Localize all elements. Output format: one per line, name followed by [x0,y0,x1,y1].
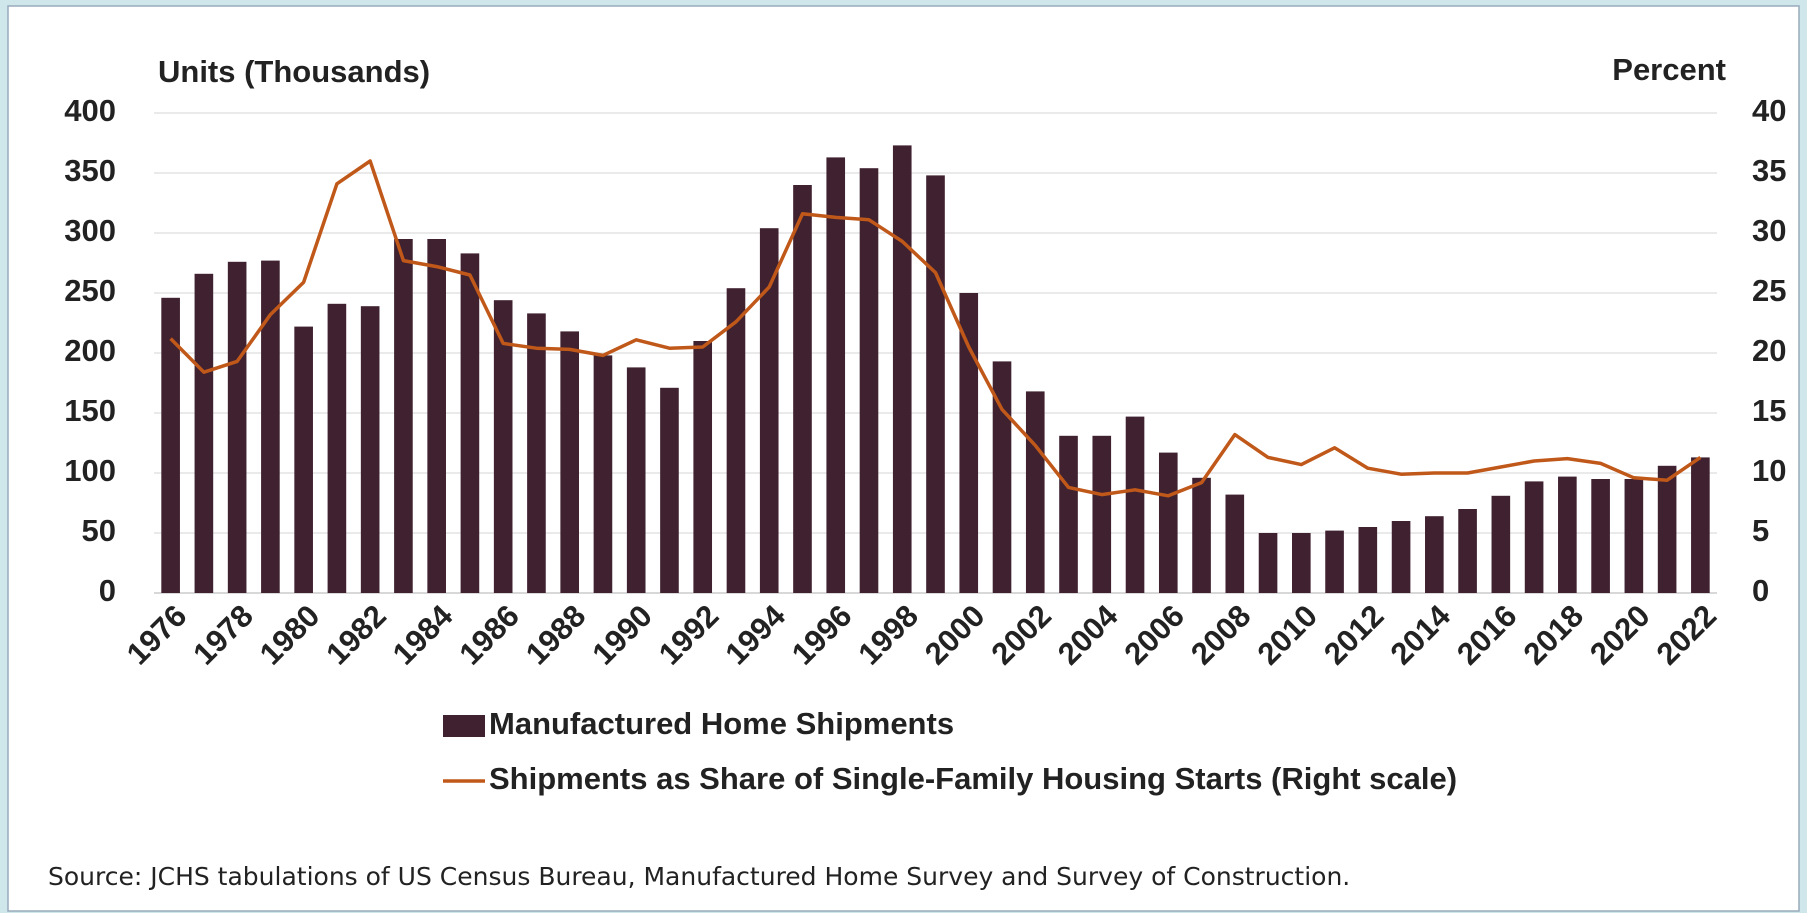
bar [227,261,247,593]
y2-axis-title: Percent [1612,52,1726,87]
legend-label: Manufactured Home Shipments [489,706,954,741]
y-tick-label: 200 [64,333,116,368]
y2-tick-label: 20 [1752,333,1786,368]
bar [460,253,480,593]
bar [194,273,214,593]
legend-swatch [443,715,485,737]
bar [892,145,912,593]
bar [527,313,546,593]
source-note: Source: JCHS tabulations of US Census Bu… [48,862,1350,891]
y2-tick-label: 10 [1752,453,1786,488]
y-tick-label: 50 [82,513,116,548]
y-axis-title: Units (Thousands) [158,54,430,89]
bar [1025,391,1045,593]
bar [294,326,313,593]
bar [593,355,613,593]
y2-tick-label: 25 [1752,273,1786,308]
y-tick-label: 300 [64,213,116,248]
bar [1558,476,1577,593]
bar [161,297,180,593]
bar [1425,516,1444,593]
y2-tick-label: 5 [1752,513,1769,548]
bar [1358,527,1378,593]
bar [826,157,846,593]
bar [759,228,779,593]
bar [1258,533,1278,593]
line-series [169,159,1702,498]
y-tick-label: 0 [99,573,116,608]
bar [1591,479,1610,593]
y-tick-label: 350 [64,153,116,188]
bar [1192,477,1211,593]
bar [726,288,746,593]
bar [560,331,580,593]
bar [261,260,280,593]
bar [793,185,812,593]
bar [360,306,380,593]
bar [1092,435,1112,593]
y-tick-label: 150 [64,393,116,428]
bar [1291,533,1311,593]
bar [1225,494,1245,593]
y-tick-label: 400 [64,93,116,128]
y2-tick-label: 35 [1752,153,1786,188]
bar [1624,479,1644,593]
y-tick-label: 250 [64,273,116,308]
y2-tick-label: 40 [1752,93,1786,128]
y2-tick-label: 30 [1752,213,1786,248]
bar [693,341,713,593]
bar [992,361,1012,593]
bar [660,387,679,593]
bar [1657,465,1677,593]
bar [1458,509,1477,593]
bar [493,300,513,593]
bar [1059,435,1078,593]
y-tick-label: 100 [64,453,116,488]
bar [926,175,945,593]
bar [1325,530,1344,593]
bar [1491,495,1511,593]
bar [1158,452,1178,593]
bar [1125,416,1145,593]
bar [327,303,347,593]
bar [959,293,979,593]
bar [394,239,413,593]
bar [859,168,879,593]
legend-label: Shipments as Share of Single-Family Hous… [489,761,1457,796]
bar [1391,521,1411,593]
bar [1524,481,1544,593]
y2-tick-label: 0 [1752,573,1769,608]
bar [427,239,446,593]
y2-tick-label: 15 [1752,393,1786,428]
bar [1691,457,1710,593]
bar [626,367,646,593]
